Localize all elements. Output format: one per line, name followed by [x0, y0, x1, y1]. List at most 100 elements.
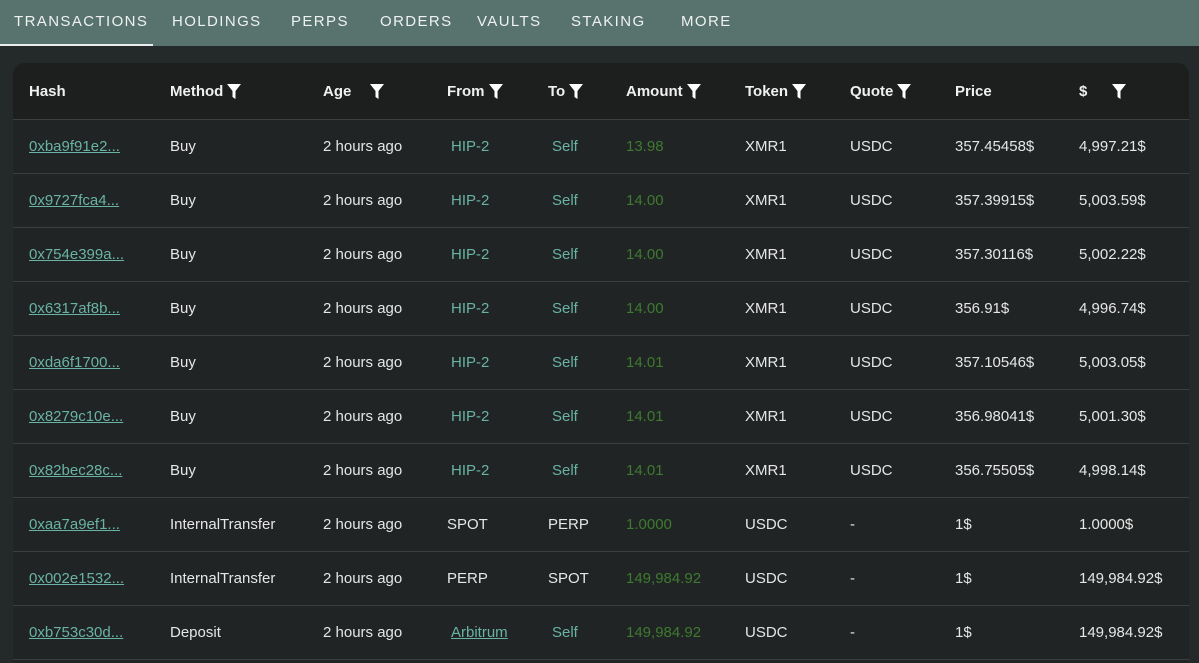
tab-bar: TRANSACTIONS HOLDINGS PERPS ORDERS VAULTS STA… [0, 0, 1199, 46]
price-cell: 357.30116$ [955, 246, 1034, 263]
column-label: Hash [29, 82, 66, 100]
filter-icon[interactable] [686, 83, 702, 100]
quote-cell: USDC [850, 138, 893, 155]
hash-cell[interactable]: 0x9727fca4... [29, 192, 120, 209]
quote-cell: - [850, 516, 855, 533]
hash-cell[interactable]: 0xda6f1700... [29, 354, 120, 371]
table-row[interactable]: 0x9727fca4... Buy 2 hours ago HIP-2 Self 14.0… [13, 174, 1189, 228]
usd-cell: 149,984.92$ [1079, 624, 1163, 641]
hash-cell[interactable]: 0x754e399a... [29, 246, 125, 263]
to-cell[interactable]: Self [552, 354, 578, 371]
column-header-usd: $ [1079, 63, 1127, 119]
filter-icon[interactable] [1111, 83, 1127, 100]
usd-cell: 4,998.14$ [1079, 462, 1146, 479]
amount-cell: 14.01 [626, 408, 664, 425]
filter-icon[interactable] [369, 83, 385, 100]
amount-cell: 14.00 [626, 300, 664, 317]
table-row[interactable]: 0xb753c30d... Deposit 2 hours ago Arbitrum S… [13, 606, 1189, 660]
table-row[interactable]: 0x754e399a... Buy 2 hours ago HIP-2 Self 14.0… [13, 228, 1189, 282]
filter-icon[interactable] [568, 83, 584, 100]
amount-cell: 14.00 [626, 192, 664, 209]
amount-cell: 1.0000 [626, 516, 672, 533]
table-row[interactable]: 0x82bec28c... Buy 2 hours ago HIP-2 Self 14.0… [13, 444, 1189, 498]
method-cell: Buy [170, 192, 196, 209]
amount-cell: 14.01 [626, 354, 664, 371]
quote-cell: USDC [850, 192, 893, 209]
column-label: From [447, 82, 485, 100]
method-cell: Buy [170, 246, 196, 263]
usd-cell: 5,003.59$ [1079, 192, 1146, 209]
filter-icon[interactable] [226, 83, 242, 100]
tab-staking[interactable]: STAKING [571, 13, 646, 30]
price-cell: 356.91$ [955, 300, 1010, 317]
from-cell: PERP [447, 570, 488, 587]
quote-cell: USDC [850, 462, 893, 479]
amount-cell: 149,984.92 [626, 570, 702, 587]
to-cell[interactable]: Self [552, 408, 578, 425]
hash-cell[interactable]: 0x82bec28c... [29, 462, 123, 479]
hash-cell[interactable]: 0x6317af8b... [29, 300, 120, 317]
from-cell[interactable]: HIP-2 [451, 462, 490, 479]
hash-cell[interactable]: 0x002e1532... [29, 570, 125, 587]
to-cell[interactable]: Self [552, 300, 578, 317]
to-cell[interactable]: Self [552, 624, 578, 641]
tab-more[interactable]: MORE [681, 13, 732, 30]
filter-icon[interactable] [488, 83, 504, 100]
to-cell[interactable]: Self [552, 138, 578, 155]
tab-perps[interactable]: PERPS [291, 13, 349, 30]
tab-transactions[interactable]: TRANSACTIONS [0, 0, 153, 46]
to-cell[interactable]: Self [552, 246, 578, 263]
age-cell: 2 hours ago [323, 192, 403, 209]
from-cell[interactable]: HIP-2 [451, 138, 490, 155]
quote-cell: USDC [850, 354, 893, 371]
from-cell[interactable]: HIP-2 [451, 192, 490, 209]
method-cell: Buy [170, 462, 196, 479]
tab-holdings[interactable]: HOLDINGS [172, 13, 262, 30]
table-row[interactable]: 0xda6f1700... Buy 2 hours ago HIP-2 Self 14.0… [13, 336, 1189, 390]
hash-cell[interactable]: 0xaa7a9ef1... [29, 516, 120, 533]
token-cell: XMR1 [745, 408, 787, 425]
from-cell[interactable]: HIP-2 [451, 246, 490, 263]
hash-cell[interactable]: 0xba9f91e2... [29, 138, 120, 155]
table-row[interactable]: 0x002e1532... InternalTransfer 2 hours ago… [13, 552, 1189, 606]
to-cell[interactable]: Self [552, 192, 578, 209]
tab-vaults[interactable]: VAULTS [477, 13, 542, 30]
table-row[interactable]: 0x8279c10e... Buy 2 hours ago HIP-2 Self 14.0… [13, 390, 1189, 444]
age-cell: 2 hours ago [323, 354, 403, 371]
age-cell: 2 hours ago [323, 300, 403, 317]
method-cell: Buy [170, 300, 196, 317]
from-cell[interactable]: HIP-2 [451, 300, 490, 317]
filter-icon[interactable] [791, 83, 807, 100]
table-row[interactable]: 0xba9f91e2... Buy 2 hours ago HIP-2 Self 13.9… [13, 120, 1189, 174]
age-cell: 2 hours ago [323, 462, 403, 479]
column-label: $ [1079, 82, 1088, 100]
hash-cell[interactable]: 0xb753c30d... [29, 624, 124, 641]
method-cell: InternalTransfer [170, 516, 276, 533]
column-label: Method [170, 82, 224, 100]
column-label: To [548, 82, 566, 100]
tab-orders[interactable]: ORDERS [380, 13, 453, 30]
quote-cell: USDC [850, 246, 893, 263]
column-label: Age [323, 82, 352, 100]
column-header-age: Age [323, 63, 385, 119]
amount-cell: 13.98 [626, 138, 664, 155]
token-cell: USDC [745, 624, 788, 641]
table-row[interactable]: 0x6317af8b... Buy 2 hours ago HIP-2 Self 14.0… [13, 282, 1189, 336]
hash-cell[interactable]: 0x8279c10e... [29, 408, 124, 425]
from-cell[interactable]: HIP-2 [451, 408, 490, 425]
price-cell: 357.45458$ [955, 138, 1035, 155]
to-cell[interactable]: Self [552, 462, 578, 479]
column-label: Quote [850, 82, 894, 100]
from-cell[interactable]: HIP-2 [451, 354, 490, 371]
column-header-price: Price [955, 63, 992, 119]
quote-cell: USDC [850, 300, 893, 317]
column-header-amount: Amount [626, 63, 702, 119]
usd-cell: 5,001.30$ [1079, 408, 1146, 425]
filter-icon[interactable] [896, 83, 912, 100]
usd-cell: 1.0000$ [1079, 516, 1134, 533]
usd-cell: 149,984.92$ [1079, 570, 1163, 587]
column-label: Price [955, 82, 992, 100]
from-cell[interactable]: Arbitrum [451, 624, 508, 641]
column-header-token: Token [745, 63, 807, 119]
table-row[interactable]: 0xaa7a9ef1... InternalTransfer 2 hours ago… [13, 498, 1189, 552]
